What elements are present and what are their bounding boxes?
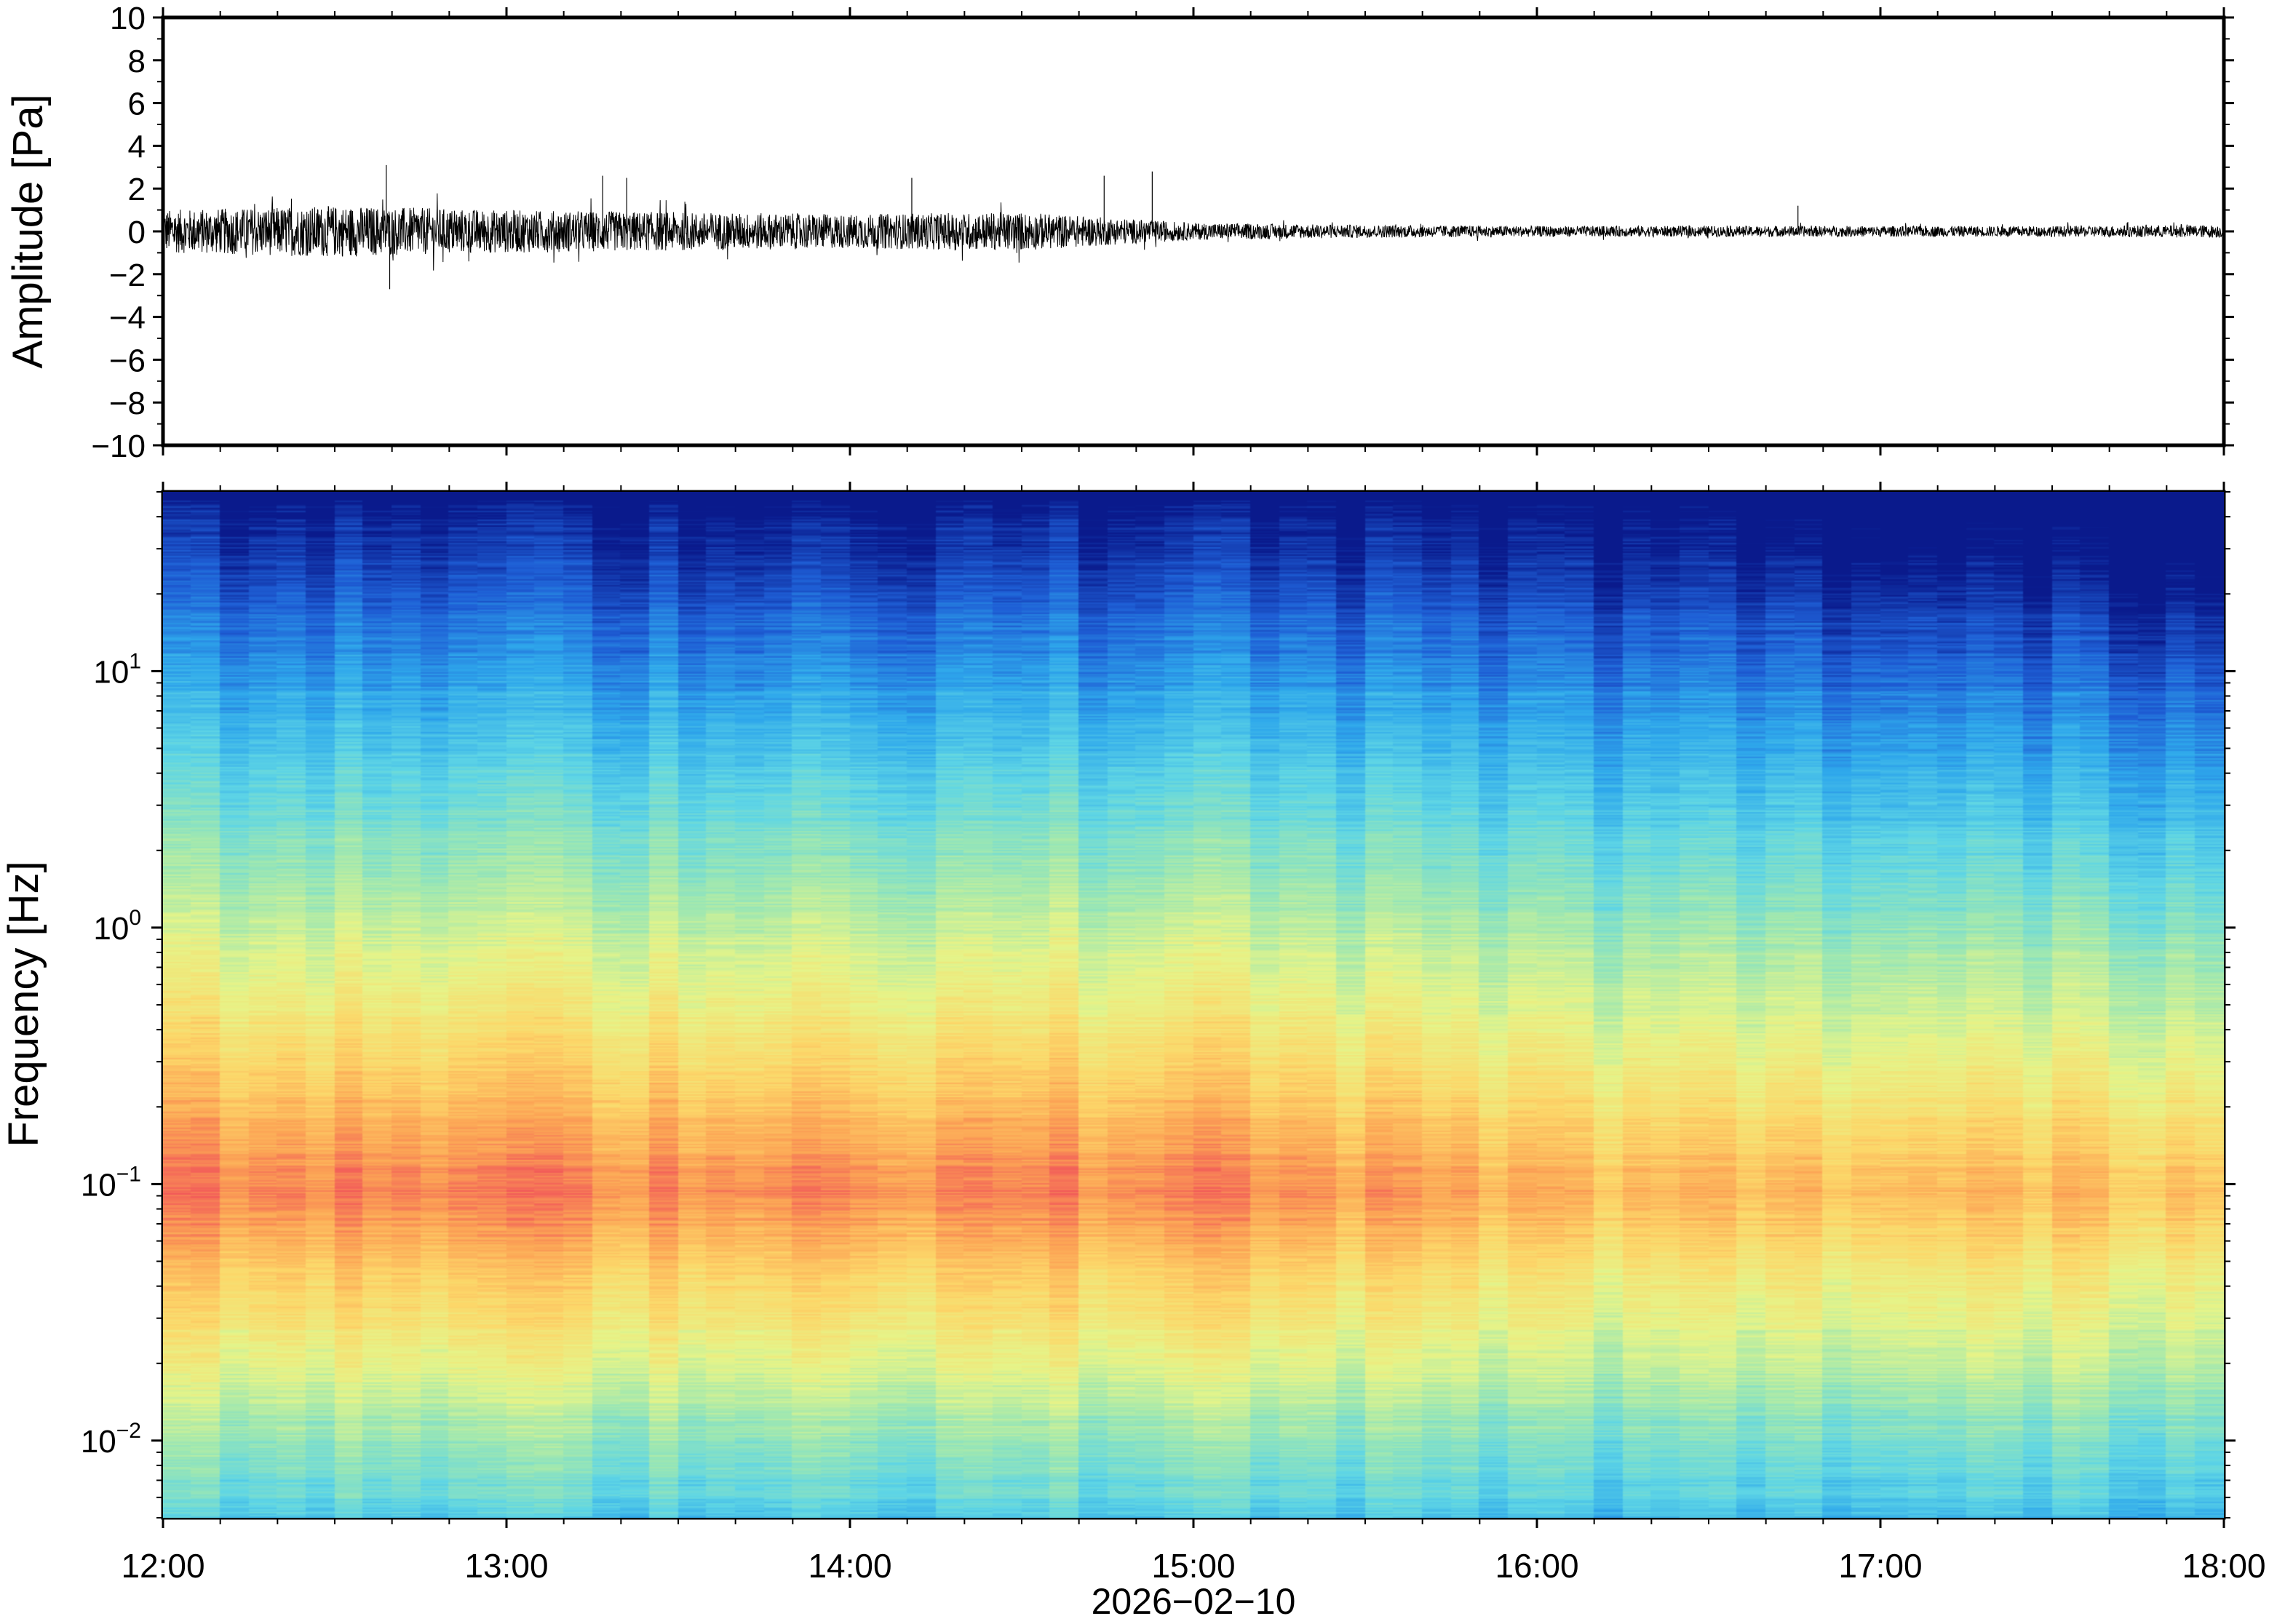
x-tick-label: 15:00: [1151, 1547, 1235, 1585]
waveform-panel: 10 8 6 4 2 0 −2 −4 −6 −8 −10 Amplitude [Pa]: [4, 1, 2234, 464]
x-axis-tick-labels: 12:00 13:00 14:00 15:00 16:00 17:00 18:00: [121, 1547, 2265, 1585]
waveform-y-tick-label: 6: [128, 87, 146, 122]
spectrogram-y-tick-label: 101: [93, 649, 141, 690]
waveform-y-tick-label: 0: [128, 215, 146, 250]
waveform-y-tick-label: −10: [91, 429, 146, 464]
x-tick-label: 18:00: [2182, 1547, 2265, 1585]
waveform-y-tick-label: −4: [109, 300, 146, 336]
waveform-trace: [162, 193, 2225, 271]
waveform-frame: [161, 15, 2226, 447]
x-axis-date-label: 2026−02−10: [1092, 1581, 1296, 1622]
spectrogram-y-tick-label: 10−1: [81, 1162, 141, 1203]
waveform-y-tick-label: −6: [109, 343, 146, 378]
waveform-y-tick-label: 4: [128, 129, 146, 164]
x-tick-label: 14:00: [808, 1547, 891, 1585]
waveform-y-axis-label: Amplitude [Pa]: [4, 94, 52, 368]
spectrogram-heatmap: [163, 492, 2224, 1518]
waveform-spikes: [386, 164, 1799, 290]
waveform-y-tick-label: −8: [109, 386, 146, 421]
x-tick-label: 17:00: [1838, 1547, 1922, 1585]
x-tick-label: 12:00: [121, 1547, 204, 1585]
spectrogram-y-axis-label: Frequency [Hz]: [0, 861, 47, 1147]
spectrogram-y-tick-label: 100: [93, 906, 141, 947]
waveform-y-tick-label: 8: [128, 44, 146, 79]
waveform-y-tick-label: −2: [109, 258, 146, 293]
x-tick-label: 16:00: [1495, 1547, 1578, 1585]
x-tick-label: 13:00: [464, 1547, 548, 1585]
waveform-y-tick-label: 2: [128, 172, 146, 207]
spectrogram-y-tick-label: 10−2: [81, 1419, 141, 1460]
waveform-y-tick-label: 10: [110, 1, 146, 36]
